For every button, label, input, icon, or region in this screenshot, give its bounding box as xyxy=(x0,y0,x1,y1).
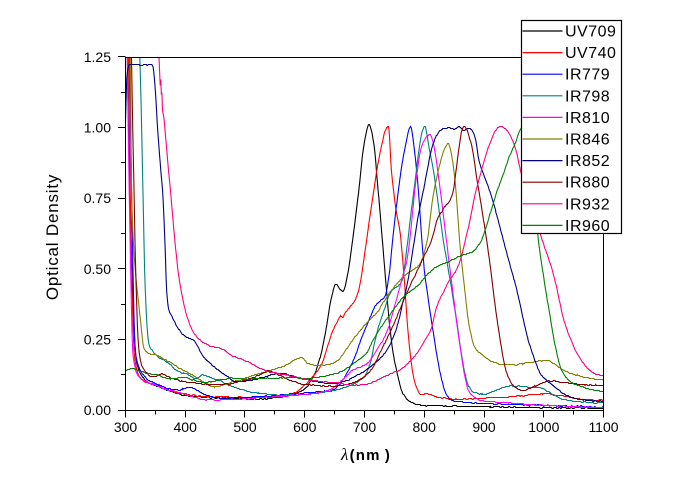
svg-text:λ(nm ): λ(nm ) xyxy=(340,445,391,464)
svg-text:IR932: IR932 xyxy=(565,196,610,213)
svg-text:0.75: 0.75 xyxy=(84,190,111,206)
svg-text:0.25: 0.25 xyxy=(84,331,111,347)
svg-text:800: 800 xyxy=(413,419,437,435)
svg-text:IR880: IR880 xyxy=(565,175,610,192)
svg-text:1.25: 1.25 xyxy=(84,49,111,65)
svg-text:1100: 1100 xyxy=(588,419,618,435)
svg-text:0.00: 0.00 xyxy=(84,402,111,418)
svg-text:1.00: 1.00 xyxy=(84,120,111,136)
svg-text:IR960: IR960 xyxy=(565,218,610,235)
svg-text:400: 400 xyxy=(174,419,198,435)
svg-text:900: 900 xyxy=(472,419,496,435)
svg-text:IR810: IR810 xyxy=(565,110,610,127)
svg-text:Optical Density: Optical Density xyxy=(43,174,62,300)
svg-text:UV740: UV740 xyxy=(565,45,616,62)
svg-text:700: 700 xyxy=(353,419,377,435)
svg-text:IR846: IR846 xyxy=(565,132,610,149)
svg-text:600: 600 xyxy=(293,419,317,435)
svg-text:IR798: IR798 xyxy=(565,88,610,105)
svg-text:UV709: UV709 xyxy=(565,24,616,41)
svg-text:500: 500 xyxy=(233,419,257,435)
svg-text:0.50: 0.50 xyxy=(84,261,111,277)
svg-text:IR779: IR779 xyxy=(565,67,610,84)
svg-text:IR852: IR852 xyxy=(565,153,610,170)
svg-text:1000: 1000 xyxy=(528,419,559,435)
svg-text:300: 300 xyxy=(114,419,138,435)
